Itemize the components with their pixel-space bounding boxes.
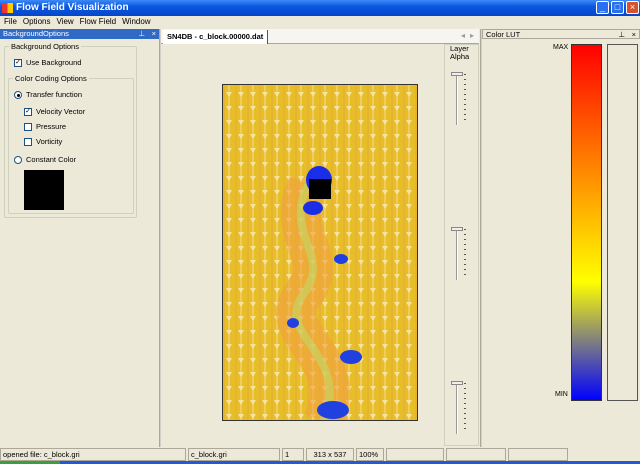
tab-scroll-left-icon[interactable]: ◂ (460, 31, 465, 40)
tab-scroll-right-icon[interactable]: ▸ (469, 31, 474, 40)
panel-title: Color LUT (486, 30, 521, 39)
pin-icon[interactable]: ⊥ (138, 29, 145, 38)
label: Transfer function (26, 90, 82, 99)
minimize-button[interactable]: _ (596, 1, 609, 14)
label: Pressure (36, 122, 67, 131)
status-empty (446, 448, 506, 461)
menu-view[interactable]: View (56, 17, 74, 26)
tab-document[interactable]: SN4DB - c_block.00000.dat (163, 30, 269, 44)
layer-alpha-slider-3[interactable] (450, 381, 470, 436)
splitter[interactable] (480, 29, 482, 447)
wake-streak (292, 183, 334, 420)
menu-flow-field[interactable]: Flow Field (79, 17, 117, 26)
layer-alpha-label: Layer Alpha (450, 44, 470, 61)
close-icon[interactable]: × (631, 30, 636, 39)
menu-options[interactable]: Options (22, 17, 51, 26)
group-label: Background Options (11, 42, 79, 51)
vortex-blob (317, 401, 349, 419)
checkbox[interactable]: ✓ (24, 107, 32, 116)
pin-icon[interactable]: ⊥ (618, 30, 625, 39)
panel-header-color-lut: Color LUT ⊥ × (482, 29, 640, 39)
radio[interactable] (14, 90, 22, 99)
menu-bar: File Options View Flow Field Window (0, 16, 640, 28)
constant-color-radio[interactable]: Constant Color (14, 155, 76, 164)
flow-visualization[interactable] (222, 84, 418, 421)
velocity-vector-checkbox[interactable]: ✓ Velocity Vector (24, 107, 85, 116)
layer-alpha-panel: Layer Alpha (444, 44, 479, 446)
status-index: 1 (282, 448, 304, 461)
vorticity-checkbox[interactable]: Vorticity (24, 137, 62, 146)
radio[interactable] (14, 155, 22, 164)
menu-window[interactable]: Window (122, 17, 151, 26)
use-background-checkbox[interactable]: ✓ Use Background (14, 58, 81, 67)
background-options-group: Background Options (4, 42, 137, 218)
maximize-button[interactable]: □ (611, 1, 624, 14)
label: Constant Color (26, 155, 77, 164)
close-button[interactable]: × (626, 1, 639, 14)
window-title: Flow Field Visualization (16, 2, 129, 13)
app-icon (2, 3, 13, 13)
panel-title: BackgroundOptions (3, 29, 69, 38)
status-empty (508, 448, 568, 461)
color-lut-preview (607, 44, 638, 401)
panel-header-background-options: BackgroundOptions ⊥ × (0, 29, 159, 39)
transfer-function-radio[interactable]: Transfer function (14, 90, 82, 99)
flow-field-canvas (223, 85, 417, 420)
menu-file[interactable]: File (4, 17, 17, 26)
checkbox[interactable] (24, 137, 32, 146)
layer-alpha-slider-1[interactable] (450, 72, 470, 127)
block-obstacle (309, 179, 331, 199)
taskbar (0, 461, 640, 464)
checkbox[interactable]: ✓ (14, 58, 22, 67)
vortex-blob (287, 318, 299, 328)
label: Vorticity (36, 137, 63, 146)
label: Use Background (26, 58, 82, 67)
status-size: 313 x 537 (306, 448, 354, 461)
label: Velocity Vector (36, 107, 86, 116)
group-label: Color Coding Options (15, 74, 87, 83)
tab-bar: SN4DB - c_block.00000.dat ◂ ▸ (161, 29, 479, 44)
title-bar: Flow Field Visualization (0, 0, 640, 16)
splitter[interactable] (159, 29, 161, 447)
status-file: c_block.gri (188, 448, 280, 461)
lut-max-label: MAX (553, 44, 569, 51)
status-empty (386, 448, 444, 461)
close-icon[interactable]: × (151, 29, 156, 38)
color-swatch[interactable] (24, 170, 64, 210)
pressure-checkbox[interactable]: Pressure (24, 122, 66, 131)
layer-alpha-slider-2[interactable] (450, 227, 470, 282)
vortex-blob (334, 254, 348, 264)
checkbox[interactable] (24, 122, 32, 131)
lut-min-label: MIN (555, 391, 568, 398)
vortex-blob (340, 350, 362, 364)
status-zoom: 100% (356, 448, 384, 461)
vortex-blob (303, 201, 323, 215)
color-lut-gradient[interactable] (571, 44, 602, 401)
status-message: opened file: c_block.gri (0, 448, 186, 461)
color-coding-group: Color Coding Options (8, 74, 134, 214)
